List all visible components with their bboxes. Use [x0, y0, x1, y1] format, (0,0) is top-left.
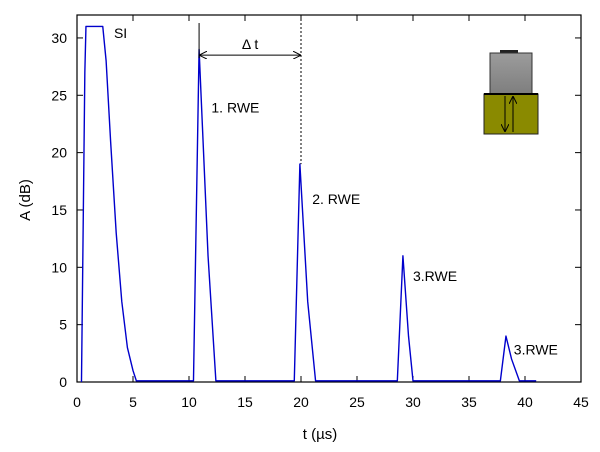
- peak-annotation: 2. RWE: [312, 191, 360, 207]
- x-tick-label: 20: [293, 394, 309, 410]
- x-axis-ticks: 0 5 10 15 20 25 30 35 40 45: [73, 15, 589, 410]
- y-tick-label: 10: [51, 259, 67, 275]
- peak-annotation: SI: [114, 25, 127, 41]
- x-tick-label: 30: [405, 394, 421, 410]
- series-layer: [80, 25, 537, 383]
- x-tick-label: 0: [73, 394, 81, 410]
- y-tick-label: 30: [51, 30, 67, 46]
- peak-annotation: 3.RWE: [413, 268, 457, 284]
- x-tick-label: 45: [573, 394, 589, 410]
- annotation-layer: SI 1. RWE 2. RWE 3.RWE 3.RWE: [114, 25, 558, 358]
- x-tick-label: 35: [461, 394, 477, 410]
- x-axis-title: t (µs): [303, 426, 337, 443]
- y-axis-ticks: 0 5 10 15 20 25 30: [51, 30, 581, 390]
- delta-t-label: Δ t: [242, 36, 258, 52]
- plot-frame: [76, 14, 582, 383]
- inset-top-cap: [500, 50, 518, 53]
- y-tick-label: 0: [59, 374, 67, 390]
- y-tick-label: 15: [51, 202, 67, 218]
- y-tick-label: 25: [51, 87, 67, 103]
- transducer-inset: [483, 50, 539, 135]
- series-line: [80, 25, 537, 383]
- y-axis-title: A (dB): [17, 179, 34, 221]
- x-tick-label: 5: [129, 394, 137, 410]
- inset-lower-block: [483, 93, 539, 135]
- x-tick-label: 25: [349, 394, 365, 410]
- y-tick-label: 5: [59, 317, 67, 333]
- inset-upper-block: [489, 52, 533, 95]
- x-tick-label: 10: [181, 394, 197, 410]
- peak-annotation: 3.RWE: [514, 341, 558, 357]
- x-tick-label: 15: [237, 394, 253, 410]
- x-tick-label: 40: [517, 394, 533, 410]
- y-tick-label: 20: [51, 145, 67, 161]
- delta-t-marker: Δ t: [198, 23, 302, 165]
- peak-annotation: 1. RWE: [211, 99, 259, 115]
